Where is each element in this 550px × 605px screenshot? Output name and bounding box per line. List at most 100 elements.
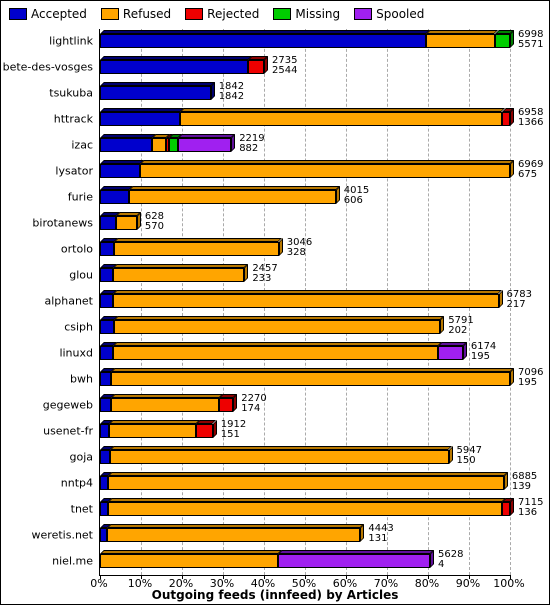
- value-labels: 56284: [438, 550, 463, 570]
- legend-label: Rejected: [207, 7, 259, 21]
- bar-segment-accepted: [100, 60, 248, 74]
- bar-segment-rejected: [502, 112, 510, 126]
- legend-label: Refused: [123, 7, 171, 21]
- bar-segment-accepted: [100, 268, 113, 282]
- value-labels: 5947150: [457, 446, 482, 466]
- category-label: bete-des-vosges: [3, 61, 93, 74]
- legend-label: Spooled: [376, 7, 424, 21]
- bar-segment-accepted: [100, 164, 140, 178]
- value-secondary: 195: [471, 352, 496, 362]
- category-label: ortolo: [61, 243, 93, 256]
- bar-segment-refused: [140, 164, 510, 178]
- bar-segment-refused: [107, 528, 360, 542]
- xtick-label: 20%: [169, 577, 193, 590]
- legend-item-missing: Missing: [273, 7, 340, 21]
- bar-segment-refused: [152, 138, 166, 152]
- bar-segment-missing: [169, 138, 178, 152]
- category-label: lightlink: [49, 35, 93, 48]
- value-secondary: 1366: [518, 118, 543, 128]
- legend-item-accepted: Accepted: [9, 7, 87, 21]
- value-secondary: 2544: [272, 66, 297, 76]
- value-labels: 3046328: [287, 238, 312, 258]
- value-secondary: 217: [507, 300, 532, 310]
- value-labels: 27352544: [272, 56, 297, 76]
- value-labels: 6783217: [507, 290, 532, 310]
- bar-segment-accepted: [100, 112, 180, 126]
- xtick-label: 80%: [415, 577, 439, 590]
- bar-segment-refused: [114, 242, 278, 256]
- value-secondary: 4: [438, 560, 463, 570]
- value-labels: 2270174: [241, 394, 266, 414]
- xtick-label: 0%: [90, 577, 107, 590]
- bar-segment-accepted: [100, 450, 110, 464]
- xtick-label: 40%: [251, 577, 275, 590]
- value-secondary: 131: [368, 534, 393, 544]
- category-label: bwh: [70, 373, 93, 386]
- bar-segment-refused: [180, 112, 501, 126]
- value-secondary: 233: [252, 274, 277, 284]
- value-secondary: 174: [241, 404, 266, 414]
- xtick-label: 90%: [456, 577, 480, 590]
- category-label: csiph: [64, 321, 93, 334]
- xtick-label: 60%: [333, 577, 357, 590]
- xtick-label: 30%: [210, 577, 234, 590]
- bar-segment-refused: [108, 476, 504, 490]
- category-label: weretis.net: [32, 529, 93, 542]
- category-label: goja: [69, 451, 93, 464]
- bar-segment-accepted: [100, 346, 113, 360]
- bar-segment-refused: [113, 346, 438, 360]
- bar-segment-missing: [495, 34, 510, 48]
- value-labels: 6969675: [518, 160, 543, 180]
- bar-segment-accepted: [100, 528, 107, 542]
- bar-segment-refused: [113, 268, 244, 282]
- value-labels: 2457233: [252, 264, 277, 284]
- value-labels: 1912151: [221, 420, 246, 440]
- bar-segment-spooled: [438, 346, 463, 360]
- bar-segment-accepted: [100, 216, 116, 230]
- bar-segment-accepted: [100, 476, 108, 490]
- value-secondary: 606: [344, 196, 369, 206]
- category-label: linuxd: [59, 347, 93, 360]
- bar-segment-refused: [129, 190, 336, 204]
- legend: Accepted Refused Rejected Missing Spooled: [9, 7, 424, 21]
- bar-segment-refused: [116, 216, 137, 230]
- bar-segment-accepted: [100, 502, 108, 516]
- bar-segment-accepted: [100, 242, 114, 256]
- value-labels: 7115136: [518, 498, 543, 518]
- value-secondary: 5571: [518, 40, 543, 50]
- category-label: furie: [68, 191, 93, 204]
- value-labels: 7096195: [518, 368, 543, 388]
- value-labels: 2219882: [239, 134, 264, 154]
- legend-item-refused: Refused: [101, 7, 171, 21]
- bar-segment-accepted: [100, 424, 109, 438]
- value-secondary: 150: [457, 456, 482, 466]
- value-labels: 628570: [145, 212, 164, 232]
- value-secondary: 195: [518, 378, 543, 388]
- category-label: niel.me: [52, 555, 93, 568]
- value-secondary: 675: [518, 170, 543, 180]
- xtick-label: 70%: [374, 577, 398, 590]
- xtick-label: 100%: [493, 577, 524, 590]
- bar-segment-accepted: [100, 398, 111, 412]
- legend-item-spooled: Spooled: [354, 7, 424, 21]
- bar-segment-accepted: [100, 372, 111, 386]
- value-labels: 5791202: [448, 316, 473, 336]
- bar-segment-refused: [109, 424, 196, 438]
- value-secondary: 139: [512, 482, 537, 492]
- category-label: glou: [69, 269, 93, 282]
- legend-label: Missing: [295, 7, 340, 21]
- category-label: alphanet: [44, 295, 93, 308]
- category-label: birotanews: [32, 217, 93, 230]
- category-label: izac: [71, 139, 93, 152]
- value-labels: 6885139: [512, 472, 537, 492]
- bar-segment-accepted: [100, 190, 129, 204]
- bar-segment-refused: [114, 320, 440, 334]
- value-labels: 4015606: [344, 186, 369, 206]
- refused-swatch: [101, 8, 119, 20]
- chart-frame: Accepted Refused Rejected Missing Spooled 69…: [0, 0, 550, 605]
- category-label: lysator: [55, 165, 93, 178]
- bar-segment-accepted: [100, 138, 152, 152]
- x-axis-title: Outgoing feeds (innfeed) by Articles: [1, 588, 549, 602]
- category-label: tnet: [71, 503, 93, 516]
- bar-segment-refused: [100, 554, 278, 568]
